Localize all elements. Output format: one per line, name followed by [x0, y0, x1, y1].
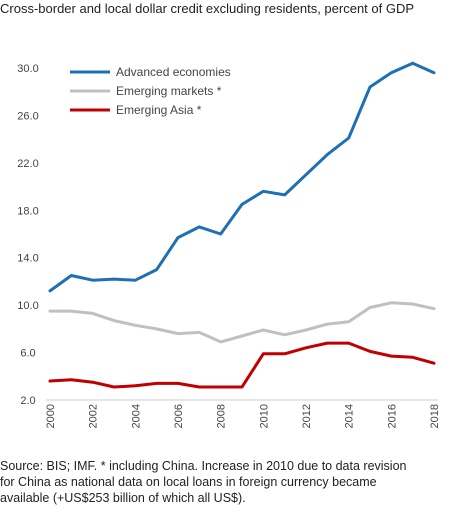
series-line-2 [48, 301, 436, 344]
y-tick-label: 10.0 [17, 300, 38, 312]
x-tick-label: 2014 [344, 404, 356, 428]
x-tick-label: 2018 [429, 404, 441, 428]
y-tick-label: 30.0 [17, 63, 38, 75]
chart-legend: Advanced economies Emerging markets * Emer… [70, 65, 231, 117]
source-line-2: for China as national data on local loan… [0, 475, 377, 489]
legend-label-1: Advanced economies [116, 65, 231, 79]
x-tick-label: 2012 [301, 404, 313, 428]
y-tick-label: 14.0 [17, 253, 38, 265]
x-tick-label: 2016 [386, 404, 398, 428]
line-chart: 2.0 6.0 10.0 14.0 18.0 22.0 26.0 30.0 2000 2002 20… [17, 61, 441, 428]
y-tick-label: 18.0 [17, 205, 38, 217]
source-line-3: available (+US$253 billion of which all … [0, 491, 246, 505]
y-tick-label: 26.0 [17, 110, 38, 122]
chart-title: Cross-border and local dollar credit exc… [0, 1, 415, 16]
legend-label-2: Emerging markets * [116, 84, 222, 98]
y-tick-label: 22.0 [17, 158, 38, 170]
y-tick-label: 6.0 [20, 348, 35, 360]
chart-axes: 2.0 6.0 10.0 14.0 18.0 22.0 26.0 30.0 2000 2002 20… [17, 63, 441, 428]
series-line-1 [48, 61, 436, 293]
legend-label-3: Emerging Asia * [116, 103, 202, 117]
source-note: Source: BIS; IMF. * including China. Inc… [0, 458, 452, 506]
series-line-3 [48, 341, 436, 389]
x-tick-label: 2010 [258, 404, 270, 428]
chart-series-lines [48, 61, 436, 389]
source-line-1: Source: BIS; IMF. * including China. Inc… [0, 459, 407, 473]
x-tick-label: 2002 [88, 404, 100, 428]
x-tick-label: 2006 [173, 404, 185, 428]
x-tick-label: 2008 [216, 404, 228, 428]
x-tick-label: 2004 [130, 404, 142, 428]
y-tick-label: 2.0 [20, 395, 35, 407]
x-tick-label: 2000 [45, 404, 57, 428]
